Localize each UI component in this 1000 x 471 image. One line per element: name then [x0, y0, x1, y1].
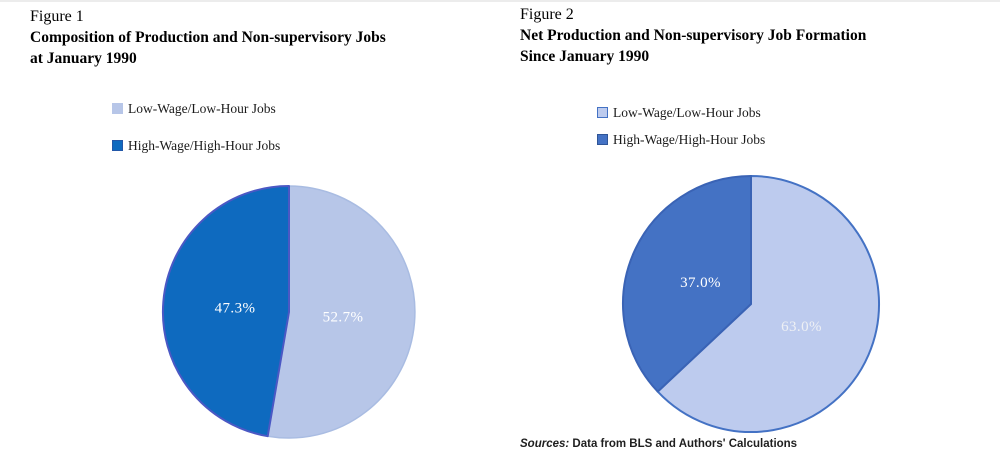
pie-slice [161, 185, 290, 438]
source-note-prefix: Sources: [520, 438, 570, 450]
legend-item: Low-Wage/Low-Hour Jobs [112, 101, 280, 116]
legend-label: High-Wage/High-Hour Jobs [128, 138, 281, 153]
legend-label: Low-Wage/Low-Hour Jobs [128, 101, 276, 116]
legend-swatch [112, 103, 123, 114]
figure1-title-line1: Composition of Production and Non-superv… [30, 29, 386, 46]
pie-slice [266, 185, 416, 439]
source-note-text: Data from BLS and Authors' Calculations [569, 438, 798, 450]
figure2-label: Figure 2 [520, 6, 574, 23]
pie-chart-figure2: 63.0% 37.0% [622, 175, 880, 433]
pie-slice-label: 52.7% [323, 310, 364, 326]
source-note: Sources: Data from BLS and Authors' Calc… [520, 438, 797, 450]
pie-slice [622, 175, 752, 393]
legend-item: Low-Wage/Low-Hour Jobs [597, 105, 765, 120]
figure2-title-line1: Net Production and Non-supervisory Job F… [520, 27, 867, 44]
pie-chart-figure1: 52.7% 47.3% [161, 185, 416, 439]
legend-swatch [597, 107, 608, 118]
pie-slice-label: 47.3% [215, 300, 256, 316]
figure1-legend: Low-Wage/Low-Hour Jobs High-Wage/High-Hou… [112, 101, 280, 153]
legend-item: High-Wage/High-Hour Jobs [597, 132, 765, 147]
pie-slice-label: 37.0% [680, 275, 721, 291]
pie-slice-label: 63.0% [781, 319, 822, 335]
figure2-title-line2: Since January 1990 [520, 48, 650, 65]
legend-label: High-Wage/High-Hour Jobs [613, 132, 766, 147]
pie-slice [656, 175, 880, 433]
legend-item: High-Wage/High-Hour Jobs [112, 138, 280, 153]
legend-swatch [112, 140, 123, 151]
figure2-header: Figure 2 Net Production and Non-supervis… [520, 4, 990, 67]
figure1-label: Figure 1 [30, 8, 84, 25]
legend-label: Low-Wage/Low-Hour Jobs [613, 105, 761, 120]
page-top-divider [0, 0, 1000, 2]
legend-swatch [597, 134, 608, 145]
figure1-title-line2: at January 1990 [30, 50, 137, 67]
figure2-legend: Low-Wage/Low-Hour Jobs High-Wage/High-Hou… [597, 105, 765, 147]
figure1-header: Figure 1 Composition of Production and N… [30, 6, 500, 69]
